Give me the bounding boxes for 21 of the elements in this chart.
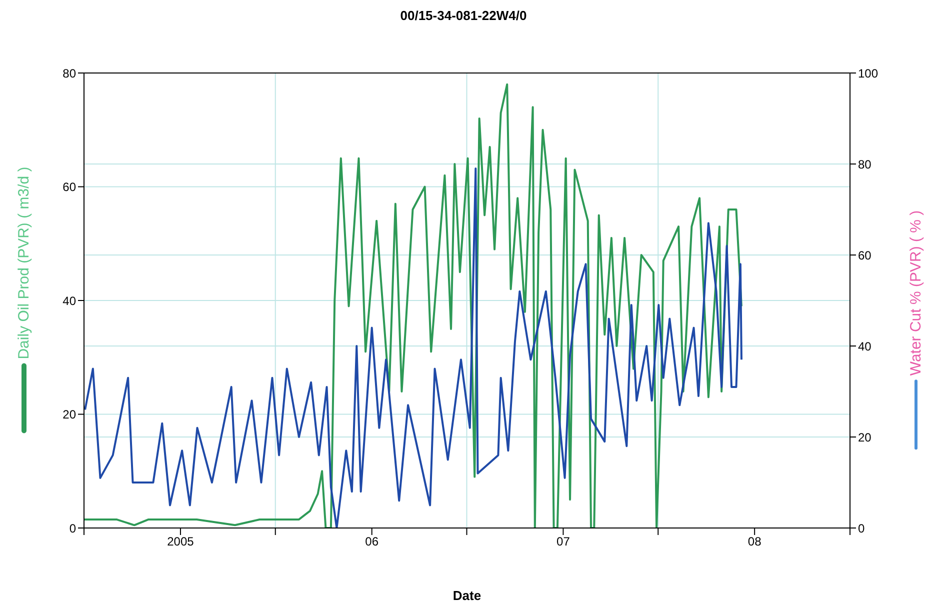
x-tick-label: 06: [365, 534, 379, 549]
chart-title: 00/15-34-081-22W4/0: [399, 8, 528, 23]
x-axis-title: Date: [452, 588, 482, 603]
y-tick-label: 20: [62, 408, 76, 422]
y2-axis-title: Water Cut % (PVR) ( % ): [908, 210, 924, 376]
y2-tick-label: 60: [858, 248, 872, 262]
x-tick-label: 2005: [167, 534, 194, 549]
line-series: [84, 83, 742, 528]
y2-tick-label: 0: [858, 521, 865, 536]
line-series: [84, 168, 742, 528]
y2-tick-label: 40: [858, 339, 872, 354]
y-axis-title: Daily Oil Prod (PVR) ( m3/d ): [16, 166, 32, 360]
y-tick-label: 80: [62, 66, 76, 80]
y2-tick-label: 20: [858, 430, 872, 444]
y-tick-label: 60: [62, 180, 76, 194]
y-tick-label: 40: [62, 294, 76, 308]
x-tick-label: 08: [748, 534, 762, 549]
x-tick-label: 07: [556, 534, 570, 549]
y-tick-label: 0: [69, 521, 76, 536]
y2-tick-label: 80: [858, 157, 872, 172]
y2-tick-label: 100: [858, 66, 878, 80]
